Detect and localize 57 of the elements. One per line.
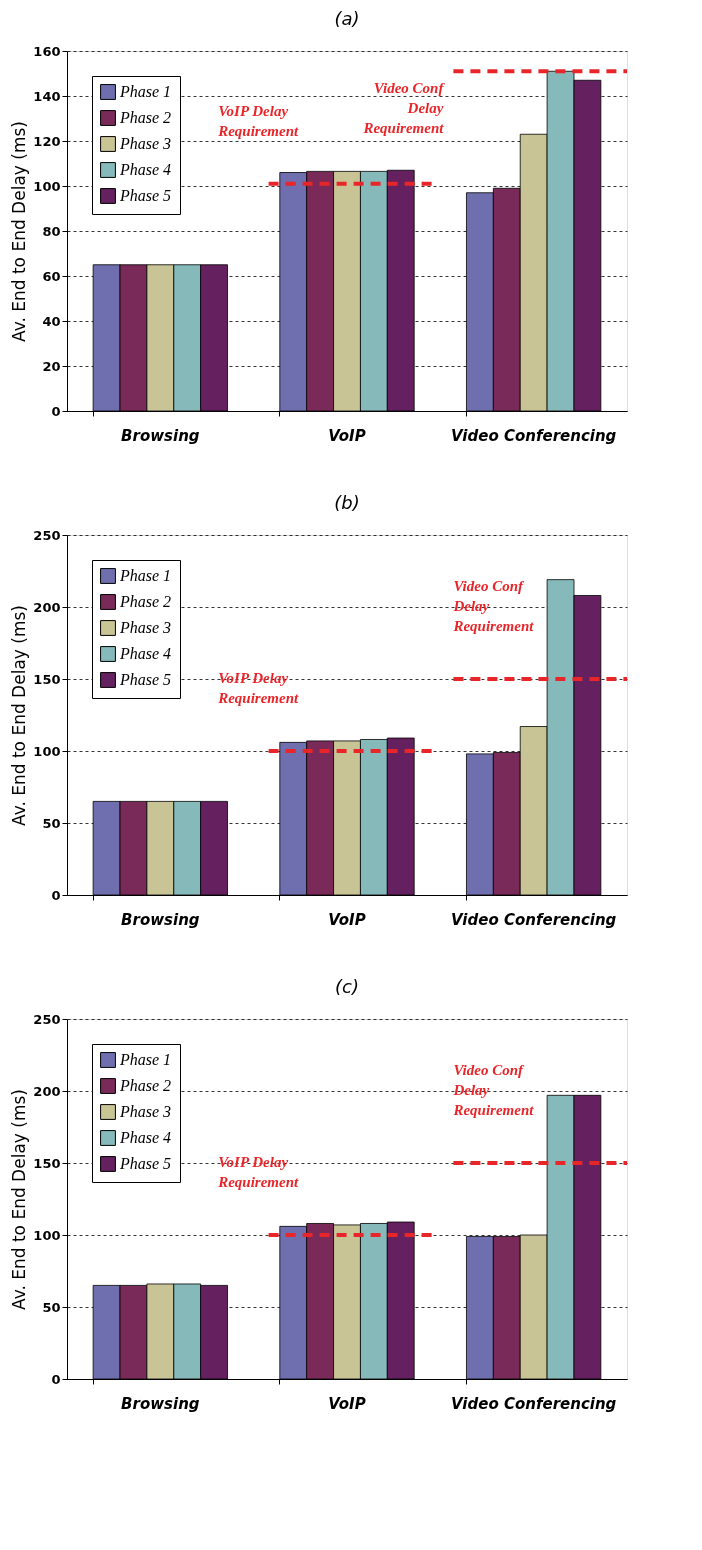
x-tick-label: Video Conferencing [451,1394,617,1413]
x-tick-label: VoIP [328,1394,366,1413]
legend-label: Phase 2 [119,593,172,610]
y-tick-label: 150 [33,1155,61,1171]
x-tick-label: Browsing [121,910,200,929]
y-tick-label: 50 [42,1299,61,1315]
legend-label: Phase 3 [119,135,172,152]
y-tick-label: 50 [42,815,61,831]
legend-label: Phase 1 [119,1051,172,1068]
legend-label: Phase 4 [119,161,172,178]
x-tick-label: Video Conferencing [451,910,617,929]
legend-label: Phase 4 [119,645,172,662]
y-axis-title: Av. End to End Delay (ms) [9,605,30,826]
y-tick-label: 20 [42,358,61,374]
y-tick-label: 0 [51,887,61,903]
legend-label: Phase 1 [119,567,172,584]
y-tick-label: 200 [33,599,61,615]
y-axis-title: Av. End to End Delay (ms) [9,121,30,342]
legend-label: Phase 5 [119,1155,172,1172]
y-tick-label: 250 [33,527,61,543]
chart-title: (c) [335,976,359,997]
x-tick-label: VoIP [328,426,366,445]
y-tick-label: 160 [33,43,61,59]
y-tick-label: 0 [51,403,61,419]
ref-line-label: Video Conf Delay Requirement [452,1062,535,1118]
y-axis-title: Av. End to End Delay (ms) [9,1089,30,1310]
legend-label: Phase 4 [119,1129,172,1146]
y-tick-label: 200 [33,1083,61,1099]
y-tick-label: 40 [42,313,61,329]
y-tick-label: 150 [33,671,61,687]
y-tick-label: 100 [33,1227,61,1243]
x-tick-label: Browsing [121,426,200,445]
y-tick-label: 80 [42,223,61,239]
legend-label: Phase 2 [119,1077,172,1094]
chart-title: (a) [334,8,360,29]
legend-label: Phase 3 [119,1103,172,1120]
y-tick-label: 100 [33,743,61,759]
y-tick-label: 0 [51,1371,61,1387]
legend-label: Phase 5 [119,187,172,204]
ref-line-label: VoIP Delay Requirement [217,102,300,139]
y-tick-label: 100 [33,178,61,194]
x-tick-label: Video Conferencing [451,426,617,445]
ref-line-label: VoIP Delay Requirement [217,670,300,706]
x-tick-label: VoIP [328,910,366,929]
y-tick-label: 60 [42,268,61,284]
legend-label: Phase 2 [119,109,172,126]
chart-title: (b) [334,492,360,513]
ref-line-label: VoIP Delay Requirement [217,1154,300,1190]
y-tick-label: 120 [33,133,61,149]
legend-label: Phase 5 [119,671,172,688]
legend-label: Phase 1 [119,83,172,100]
ref-line-label: Video Conf Delay Requirement [452,578,535,634]
x-tick-label: Browsing [121,1394,200,1413]
y-tick-label: 250 [33,1011,61,1027]
y-tick-label: 140 [33,88,61,104]
legend-label: Phase 3 [119,619,172,636]
ref-line-label: Video Conf Delay Requirement [362,80,446,137]
